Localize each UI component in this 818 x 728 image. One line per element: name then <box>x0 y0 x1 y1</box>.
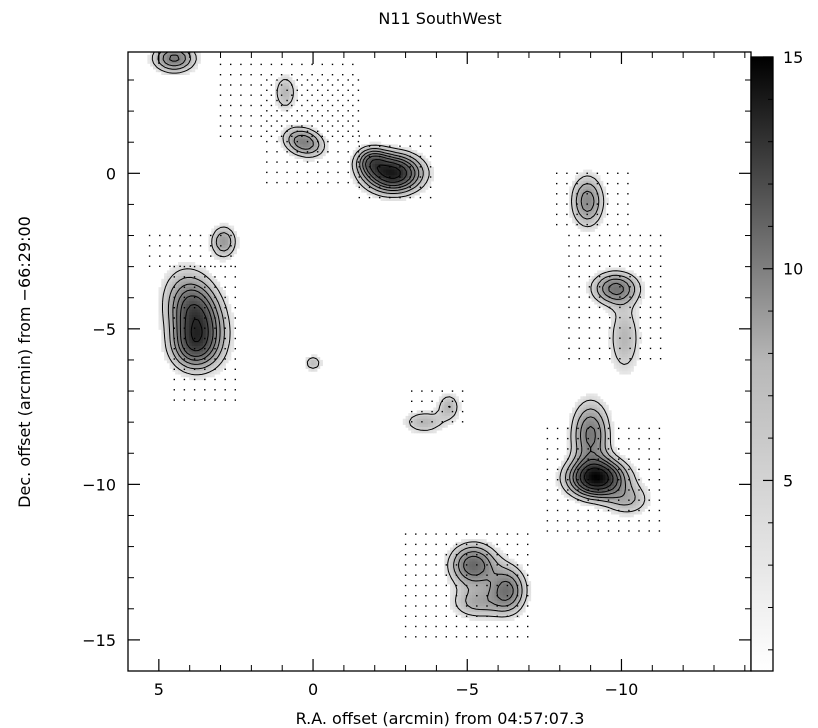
x-tick-label: 5 <box>154 680 164 699</box>
colorbar-tick-label: 10 <box>783 260 803 279</box>
y-tick-label: −10 <box>82 475 116 494</box>
y-tick-label: −5 <box>92 320 116 339</box>
x-tick-label: −5 <box>455 680 479 699</box>
colorbar <box>750 56 774 672</box>
contour-line <box>169 54 624 601</box>
colorbar-tick-label: 5 <box>783 471 793 490</box>
intensity-map <box>147 52 651 621</box>
contour-line <box>184 159 614 490</box>
y-tick-label: 0 <box>106 164 116 183</box>
colorbar-axis: 5 10 15 <box>763 48 803 651</box>
x-tick-label: −10 <box>605 680 639 699</box>
plot-area <box>128 52 751 671</box>
contour-line <box>157 52 636 612</box>
contour-line <box>190 164 609 487</box>
chart-title: N11 SouthWest <box>378 9 501 28</box>
x-axis: 5 0 −5 −10 <box>127 52 746 699</box>
y-tick-label: −15 <box>82 631 116 650</box>
y-axis-label: Dec. offset (arcmin) from −66:29:00 <box>15 216 34 508</box>
contour-line <box>151 52 646 618</box>
x-tick-label: 0 <box>308 680 318 699</box>
y-axis: 0 −5 −10 −15 <box>82 79 751 672</box>
colorbar-tick-label: 15 <box>783 48 803 67</box>
contour-line <box>179 155 618 493</box>
sampling-grid <box>148 63 662 638</box>
contour-line <box>162 52 630 607</box>
x-axis-label: R.A. offset (arcmin) from 04:57:07.3 <box>296 709 585 728</box>
